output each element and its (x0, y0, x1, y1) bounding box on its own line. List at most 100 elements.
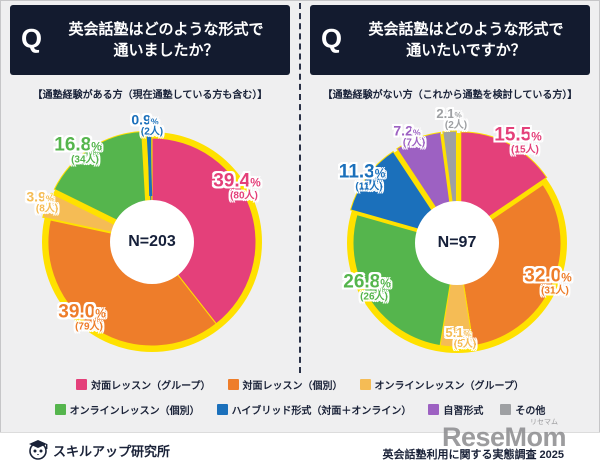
legend-label: オンラインレッスン（グループ） (374, 381, 524, 392)
donut-chart-wish: 15.5% (15人) 32.0% (31人) 5.1% (5人) 26.8% (26人) 11… (300, 98, 600, 390)
slice-percent: 7.2 (393, 122, 413, 139)
slice-label: 7.2% (7人) (389, 123, 425, 148)
legend-swatch (216, 404, 228, 415)
legend-swatch (359, 379, 371, 390)
legend-swatch (428, 404, 440, 415)
slice-label: 3.9% (8人) (22, 189, 58, 214)
slice-label: 32.0% (31人) (524, 267, 571, 298)
question-title: 英会話塾はどのような形式で 通いたいですか？ (348, 19, 584, 61)
slice-percent: 16.8 (54, 134, 92, 156)
slice-percent: 11.3 (338, 161, 375, 183)
legend-label: オンラインレッスン（個別） (69, 406, 200, 417)
owl-logo-icon (27, 437, 49, 463)
percent-sign: % (374, 167, 386, 181)
legend-label: 対面レッスン（個別） (242, 381, 343, 392)
slice-percent: 32.0 (524, 265, 562, 287)
leader-line (448, 133, 456, 198)
slice-count: (15人) (511, 145, 539, 157)
slice-label: 0.9% (2人) (127, 112, 163, 137)
legend-label: 自習形式 (443, 406, 484, 417)
slice-label: 11.3% (11人) (339, 163, 385, 194)
legend-item: オンラインレッスン（グループ） (359, 377, 524, 392)
slice-count: (7人) (402, 137, 426, 149)
slice-count: (31人) (541, 286, 569, 298)
sample-size-label: N=203 (128, 233, 176, 250)
legend-label: 対面レッスン（グループ） (91, 381, 211, 392)
slice-label: 16.8% (34人) (54, 136, 101, 167)
slice-percent: 39.0 (58, 301, 96, 323)
slice-count: (26人) (360, 292, 388, 304)
sample-size-label: N=97 (437, 234, 477, 251)
donut-svg (42, 129, 262, 352)
slice-percent: 5.1 (445, 324, 464, 340)
slice-label: 15.5% (15人) (494, 126, 541, 157)
pie-slice (53, 130, 149, 237)
percent-sign: % (412, 127, 421, 138)
percent-sign: % (561, 271, 572, 285)
percent-sign: % (531, 130, 542, 144)
slice-label: 26.8% (26人) (343, 273, 390, 304)
legend-swatch (227, 379, 239, 390)
slice-count: (5人) (453, 339, 477, 351)
pie-slice (151, 137, 257, 325)
question-header: Q 英会話塾はどのような形式で 通いたいですか？ (310, 5, 590, 75)
legend: 対面レッスン（グループ） 対面レッスン（個別） オンラインレッスン（グループ） オンラ… (0, 377, 600, 427)
question-title-line2: 通いたいですか？ (406, 42, 526, 59)
percent-sign: % (150, 116, 159, 127)
slice-count: (80人) (230, 191, 258, 203)
question-title: 英会話塾はどのような形式で 通いましたか？ (48, 19, 284, 61)
panel-attended: Q 英会話塾はどのような形式で 通いましたか？ 【通塾経験がある方（現在通塾して… (0, 0, 300, 432)
legend-item: オンラインレッスン（個別） (54, 402, 200, 417)
slice-percent: 26.8 (343, 271, 381, 293)
slice-percent: 3.9 (26, 188, 46, 205)
dashed-divider (299, 3, 301, 373)
donut-svg (347, 130, 567, 353)
slice-count: (2人) (140, 126, 164, 138)
slice-percent: 0.9 (131, 111, 151, 128)
leader-line (147, 132, 153, 197)
legend-item: 対面レッスン（個別） (227, 377, 343, 392)
question-title-line2: 通いましたか？ (113, 42, 219, 59)
slice-percent: 15.5 (494, 124, 532, 146)
slice-count: (11人) (355, 182, 383, 194)
slice-label: 39.0% (79人) (58, 303, 105, 334)
legend-item: その他 (500, 402, 545, 417)
q-mark: Q (321, 23, 343, 54)
percent-sign: % (91, 140, 102, 154)
percent-sign: % (250, 176, 261, 190)
pie-slice (456, 183, 562, 347)
donut-chart-attended: 39.4% (80人) 39.0% (79人) 3.9% (8人) 16.8% (34人) 0.… (0, 98, 300, 390)
legend-label: ハイブリッド形式（対面＋オンライン） (231, 406, 412, 417)
resemom-watermark: リセマム ReseMom (441, 419, 567, 452)
legend-swatch (76, 379, 88, 390)
brand-name: スキルアップ研究所 (53, 444, 171, 459)
slice-label: 2.1% (2人) (431, 107, 467, 131)
footer-bar: スキルアップ研究所 英会話塾利用に関する実態調査 2025 (0, 432, 600, 463)
audience-subtitle: 【通塾経験がない方（これから通塾を検討している方）】 (322, 90, 578, 101)
slice-count: (2人) (444, 120, 468, 132)
donut-hole (415, 201, 499, 285)
slice-percent: 2.1 (436, 105, 455, 121)
percent-sign: % (380, 277, 391, 291)
donut-hole (110, 200, 194, 284)
question-title-line1: 英会話塾はどのような形式で (68, 21, 264, 38)
legend-item: ハイブリッド形式（対面＋オンライン） (216, 402, 412, 417)
legend-row: 対面レッスン（グループ） 対面レッスン（個別） オンラインレッスン（グループ） (0, 377, 600, 392)
question-header: Q 英会話塾はどのような形式で 通いましたか？ (10, 5, 290, 75)
percent-sign: % (463, 329, 471, 339)
percent-sign: % (45, 193, 54, 204)
watermark-kana: リセマム (530, 419, 558, 426)
panel-wish: Q 英会話塾はどのような形式で 通いたいですか？ 【通塾経験がない方（これから通… (300, 0, 600, 432)
pie-slice (47, 219, 217, 347)
legend-item: 自習形式 (428, 402, 483, 417)
slice-label: 39.4% (80人) (213, 172, 260, 203)
watermark-logo: ReseMom (441, 422, 567, 452)
legend-row: オンラインレッスン（個別） ハイブリッド形式（対面＋オンライン） 自習形式 その他 (0, 402, 600, 417)
slice-count: (79人) (75, 322, 103, 334)
q-mark: Q (21, 23, 43, 54)
slice-label: 5.1% (5人) (440, 326, 476, 350)
percent-sign: % (95, 307, 106, 321)
legend-label: その他 (515, 406, 546, 417)
legend-swatch (54, 404, 66, 415)
